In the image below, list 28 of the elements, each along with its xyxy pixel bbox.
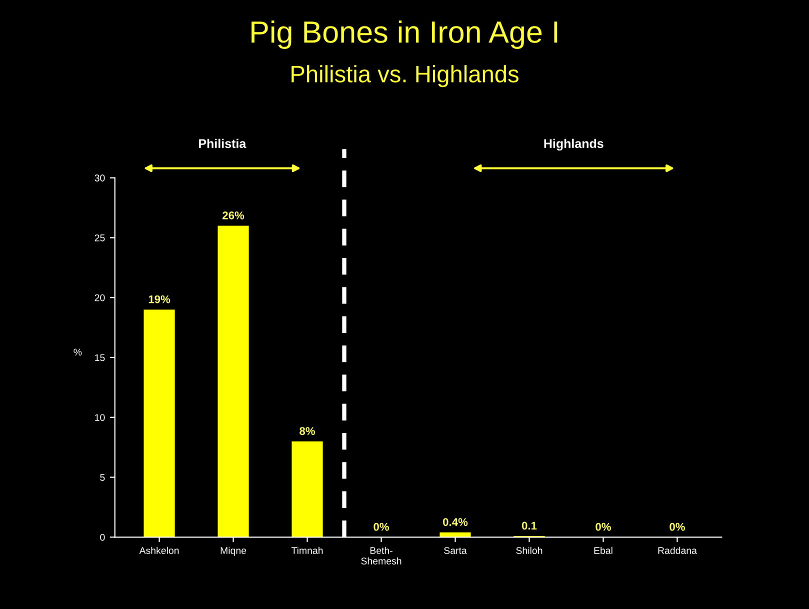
data-label: 19%: [148, 295, 170, 304]
y-axis-title: %: [74, 348, 82, 356]
y-tick-label: 30: [94, 174, 105, 182]
data-label: 0.4%: [443, 518, 468, 526]
x-tick-label: Sarta: [444, 547, 467, 554]
x-tick-label: Raddana: [658, 546, 697, 554]
x-tick-label: Miqne: [220, 546, 246, 556]
data-label: 0%: [670, 522, 685, 531]
data-label: 0%: [374, 522, 389, 531]
y-tick-label: 0: [100, 534, 105, 541]
x-tick-label: Shiloh: [516, 546, 542, 554]
text: Philistia: [199, 138, 246, 148]
data-label: 0.1: [522, 522, 537, 530]
data-label: 8%: [300, 427, 315, 435]
data-label: 0%: [596, 522, 611, 531]
x-tick-label: Beth- Shemesh: [361, 546, 402, 564]
text: Highlands: [544, 138, 604, 151]
x-tick-label: Ashkelon: [139, 546, 179, 554]
chart-title: Pig Bones in Iron Age I: [252, 20, 558, 49]
y-tick-label: 10: [95, 414, 105, 421]
y-tick-label: 20: [94, 294, 105, 302]
x-tick-label: Timnah: [291, 546, 323, 554]
y-tick-label: 5: [100, 474, 105, 481]
y-tick-label: 15: [95, 354, 105, 362]
chart-subtitle: Philistia vs. Highlands: [292, 65, 518, 88]
y-tick-label: 25: [94, 234, 105, 242]
x-tick-label: Ebal: [594, 546, 612, 554]
data-label: 26%: [222, 212, 244, 220]
